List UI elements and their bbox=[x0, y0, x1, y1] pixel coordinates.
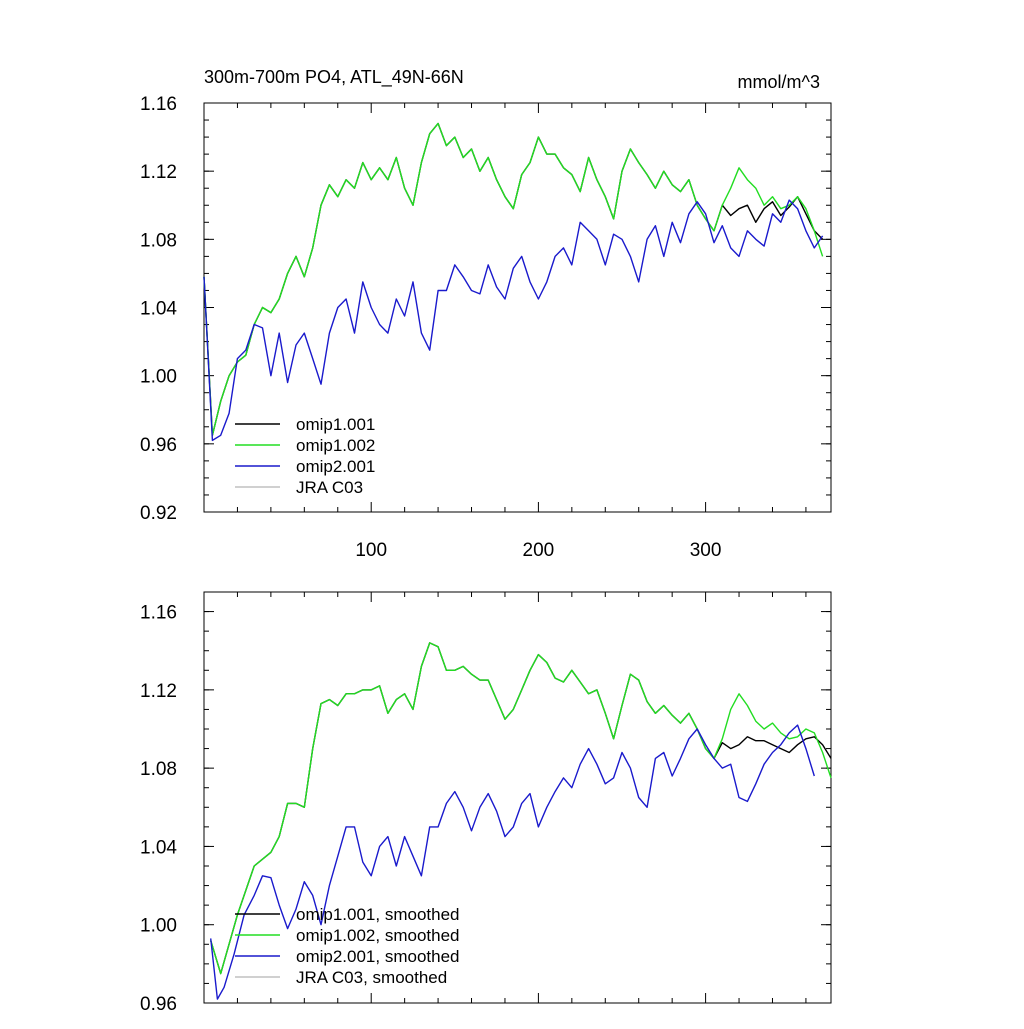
y-tick-label: 0.96 bbox=[140, 994, 177, 1015]
legend-label: omip1.002 bbox=[296, 436, 375, 455]
legend-label: omip1.002, smoothed bbox=[296, 926, 460, 945]
plot-frame bbox=[203, 591, 832, 1004]
x-tick-label: 100 bbox=[355, 540, 387, 561]
y-tick-label: 1.04 bbox=[140, 299, 177, 320]
y-tick-label: 1.00 bbox=[140, 916, 177, 937]
series-line-omip1-002-smoothed bbox=[210, 642, 832, 975]
series-line-omip2-001-smoothed bbox=[210, 724, 815, 1000]
series-line-omip2-001 bbox=[203, 199, 824, 442]
y-tick-label: 1.08 bbox=[140, 230, 177, 251]
y-tick-label: 1.16 bbox=[140, 94, 177, 115]
legend-label: JRA C03 bbox=[296, 478, 363, 497]
chart-title: 300m-700m PO4, ATL_49N-66N bbox=[204, 67, 464, 88]
x-tick-label: 300 bbox=[690, 540, 722, 561]
y-tick-label: 1.04 bbox=[140, 837, 177, 858]
plot-panel-2: 0.96 1.00 1.04 1.08 1.12 1.16 omip1.001, smoot… bbox=[140, 591, 832, 1015]
y-tick-label: 1.08 bbox=[140, 759, 177, 780]
x-tick-label: 200 bbox=[523, 540, 555, 561]
legend-label: JRA C03, smoothed bbox=[296, 968, 447, 987]
y-tick-label: 0.92 bbox=[140, 503, 177, 524]
legend-label: omip1.001 bbox=[296, 415, 375, 434]
y-tick-label: 0.96 bbox=[140, 435, 177, 456]
y-tick-label: 1.12 bbox=[140, 162, 177, 183]
y-tick-label: 1.16 bbox=[140, 603, 177, 624]
plot-panel-1: 0.92 0.96 1.00 1.04 1.08 1.12 1.16 100 200 300 omi… bbox=[140, 94, 832, 561]
legend-label: omip1.001, smoothed bbox=[296, 905, 460, 924]
series-line-omip1-002 bbox=[203, 122, 824, 436]
units-label: mmol/m^3 bbox=[738, 72, 820, 92]
legend-label: omip2.001, smoothed bbox=[296, 947, 460, 966]
legend-label: omip2.001 bbox=[296, 457, 375, 476]
y-tick-label: 1.12 bbox=[140, 681, 177, 702]
series-line-omip1-001 bbox=[203, 122, 824, 436]
y-tick-label: 1.00 bbox=[140, 367, 177, 388]
